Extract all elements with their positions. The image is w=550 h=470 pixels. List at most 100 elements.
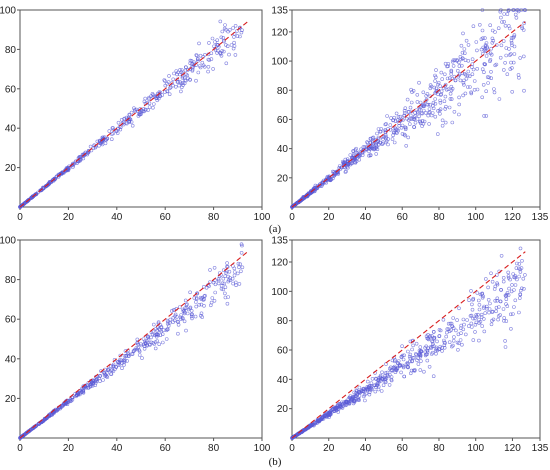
data-point [457,64,462,68]
data-point [450,59,455,64]
data-point [122,360,126,365]
data-point [450,86,455,91]
reference-line [19,21,248,208]
x-tick-label: 100 [467,212,484,223]
data-point [412,125,417,129]
data-point [433,114,438,119]
data-point [157,94,162,98]
data-point [444,334,449,339]
x-tick-label: 60 [397,443,409,454]
data-point [501,275,506,280]
data-point [203,293,207,298]
data-point [464,77,469,81]
data-point [494,305,499,310]
data-point [190,316,194,321]
data-point [178,72,182,77]
data-point [383,379,387,384]
y-tick-label: 60 [277,346,289,357]
data-point [126,351,130,356]
data-point [194,296,199,300]
data-point [176,80,180,84]
data-point [450,324,455,329]
data-point [416,362,421,366]
data-point [413,352,418,356]
data-point [436,92,440,97]
data-point [154,333,159,337]
data-point [130,352,135,356]
data-point [383,140,388,145]
data-point [88,144,93,149]
data-point [195,291,199,296]
data-point [192,296,197,300]
data-point [397,124,402,128]
data-point [351,152,356,157]
data-point [426,102,431,107]
data-point [485,45,490,49]
data-point [109,368,114,373]
data-point [440,123,445,128]
data-point [49,413,53,417]
data-point [165,89,169,94]
data-point [227,269,232,274]
data-point [427,122,431,126]
data-point [412,368,417,373]
data-point [490,318,494,323]
data-point [352,394,357,399]
data-point [148,343,152,347]
x-tick-label: 60 [397,212,409,223]
data-point [498,299,503,304]
data-point [463,58,468,63]
data-point [122,117,126,121]
data-point [339,405,344,409]
data-point [444,330,449,335]
data-point [411,89,416,93]
data-point [458,78,463,83]
data-point [430,339,435,344]
data-point [195,57,200,61]
data-point [501,39,506,43]
data-point [487,310,491,315]
x-tick-label: 0 [17,443,23,454]
data-point [484,306,489,311]
data-point [418,353,423,357]
data-point [481,83,486,87]
data-point [341,161,346,165]
data-point [517,296,522,300]
data-point [419,111,424,115]
data-point [479,47,484,52]
data-point [231,46,236,51]
data-point [179,89,183,94]
data-point [522,21,527,25]
data-point [218,52,223,56]
data-point [30,194,35,199]
data-point [475,291,480,295]
data-point [415,110,420,114]
data-point [488,301,492,306]
data-point [443,107,448,111]
data-point [486,297,491,302]
y-tick-label: 40 [277,375,289,386]
data-point [384,136,388,141]
data-point [225,44,230,49]
data-point [120,121,125,126]
data-point [476,312,480,317]
data-point [451,64,456,68]
data-point [237,282,242,286]
data-point [489,76,494,80]
data-point [216,48,220,53]
data-point [180,85,184,90]
data-point [124,120,129,125]
data-point [438,84,443,88]
reference-line [291,251,526,439]
data-point [501,307,506,311]
data-point [207,41,211,45]
data-point [469,91,474,96]
data-point [432,335,437,340]
data-point [427,107,432,111]
data-point [58,171,63,176]
data-point [78,392,82,397]
data-point [509,35,514,40]
data-point [480,295,485,300]
data-point [423,99,428,103]
data-point [482,114,486,118]
